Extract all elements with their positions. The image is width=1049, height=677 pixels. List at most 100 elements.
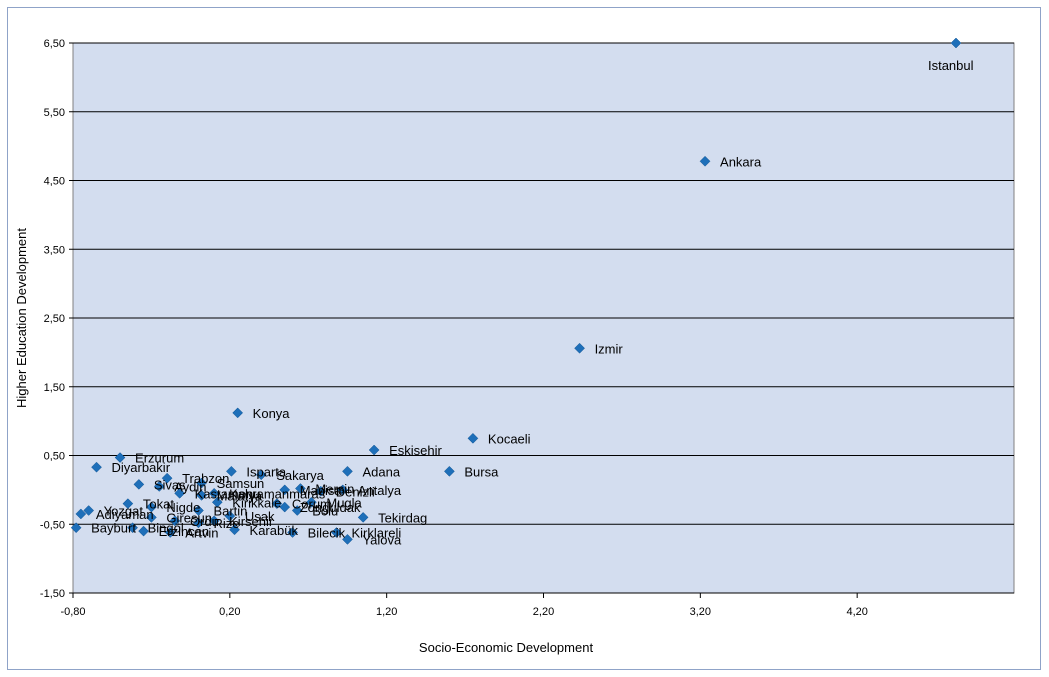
data-label: Samsun — [217, 476, 265, 491]
data-point — [174, 487, 186, 499]
data-point — [306, 496, 317, 508]
data-point — [444, 465, 455, 477]
data-point — [287, 527, 298, 538]
data-label: Sakarya — [276, 468, 324, 483]
data-label: Aydin — [174, 479, 206, 494]
x-tick-label: 3,20 — [690, 606, 711, 618]
data-label: Bingöl — [148, 521, 184, 536]
data-point — [331, 527, 342, 538]
data-label: Tokat — [143, 497, 174, 512]
data-label: Kocaeli — [488, 431, 531, 446]
data-label: Kahramanmaras — [229, 486, 326, 501]
data-label: Mugla — [326, 495, 362, 510]
data-point — [255, 469, 267, 481]
x-axis-ticks: -0,80 0,20 1,20 2,20 3,20 4,20 — [60, 593, 868, 618]
data-point — [146, 512, 157, 523]
data-point — [122, 498, 134, 509]
y-tick-label: 4,50 — [44, 176, 65, 188]
data-label: Kastamonu — [195, 486, 261, 501]
data-point — [295, 483, 306, 494]
data-point — [211, 496, 223, 508]
data-label: Bilecik — [308, 526, 346, 541]
data-label: Usak — [245, 509, 275, 524]
data-label: Ankara — [720, 154, 762, 169]
data-point — [342, 465, 353, 477]
data-point — [193, 505, 204, 516]
data-label: Yalova — [362, 532, 402, 547]
data-label: Manisa — [300, 483, 343, 498]
data-label: Nigde — [166, 500, 200, 515]
data-label: Adiyaman — [96, 507, 154, 522]
data-point — [169, 515, 181, 527]
point-labels: Istanbul Ankara Izmir Kocaeli Bursa Eskisehir… — [91, 58, 973, 547]
data-point — [279, 501, 291, 513]
y-tick-label: 5,50 — [44, 107, 65, 119]
data-point — [91, 461, 102, 473]
data-label: Istanbul — [928, 58, 974, 73]
data-label: Bayburt — [91, 521, 136, 536]
x-tick-label: 2,20 — [533, 606, 554, 618]
data-label: Kirsehir — [229, 514, 274, 529]
data-label: Artvin — [185, 526, 218, 541]
data-point — [83, 505, 95, 516]
y-tick-label: 1,50 — [44, 382, 65, 394]
data-point — [208, 515, 220, 527]
data-point — [291, 505, 303, 516]
data-point — [315, 485, 327, 497]
x-tick-label: 1,20 — [376, 606, 397, 618]
data-label: Yozgat — [104, 504, 144, 519]
x-axis-label: Socio-Economic Development — [419, 640, 594, 655]
y-tick-label: 3,50 — [44, 244, 65, 256]
data-point — [357, 512, 369, 523]
gridlines — [73, 42, 1014, 594]
data-label: Karabük — [250, 523, 299, 538]
data-point — [229, 524, 240, 536]
data-label: Kirklareli — [351, 526, 401, 541]
data-point — [224, 510, 236, 522]
data-point — [226, 465, 237, 477]
data-label: Sivas — [154, 477, 186, 492]
data-label: Diyarbakir — [112, 460, 171, 475]
data-point — [208, 487, 220, 499]
data-point — [133, 479, 145, 490]
data-point — [114, 452, 126, 463]
data-label: Eskisehir — [389, 443, 442, 458]
data-point — [70, 522, 82, 534]
data-point — [271, 498, 283, 509]
data-label: Corum — [292, 497, 331, 512]
data-label: Erzincan — [159, 524, 210, 539]
data-point — [950, 37, 962, 49]
data-point — [75, 508, 87, 520]
data-label: Ordu — [190, 514, 219, 529]
data-label: Giresun — [166, 510, 212, 525]
data-point — [196, 477, 207, 489]
data-label: Antalya — [358, 483, 402, 498]
data-point — [232, 407, 244, 419]
data-label: Mersin — [315, 482, 354, 497]
data-point — [574, 342, 585, 354]
data-point — [342, 534, 353, 545]
data-label: Isparta — [246, 464, 287, 479]
data-label: Adana — [362, 464, 400, 479]
data-point — [279, 484, 291, 496]
y-tick-label: 0,50 — [44, 451, 65, 463]
y-axis-label: Higher Education Development — [14, 228, 29, 408]
data-points — [70, 37, 962, 545]
x-tick-label: 0,20 — [219, 606, 240, 618]
y-axis-ticks: -1,50 -0,50 0,50 1,50 2,50 3,50 4,50 5,50 6,50 — [40, 38, 73, 600]
data-point — [337, 484, 349, 496]
y-tick-label: 2,50 — [44, 313, 65, 325]
data-point — [196, 490, 207, 501]
data-point — [368, 444, 380, 456]
data-point — [161, 472, 173, 484]
y-tick-label: 6,50 — [44, 38, 65, 50]
data-point — [467, 432, 479, 444]
data-label: Izmir — [595, 341, 624, 356]
data-point — [164, 527, 176, 538]
data-label: Bursa — [464, 464, 499, 479]
data-label: Trabzon — [182, 471, 229, 486]
data-point — [138, 525, 149, 537]
data-label: Konya — [253, 406, 291, 421]
data-label: Kirikkale — [232, 495, 281, 510]
data-point — [699, 155, 711, 167]
